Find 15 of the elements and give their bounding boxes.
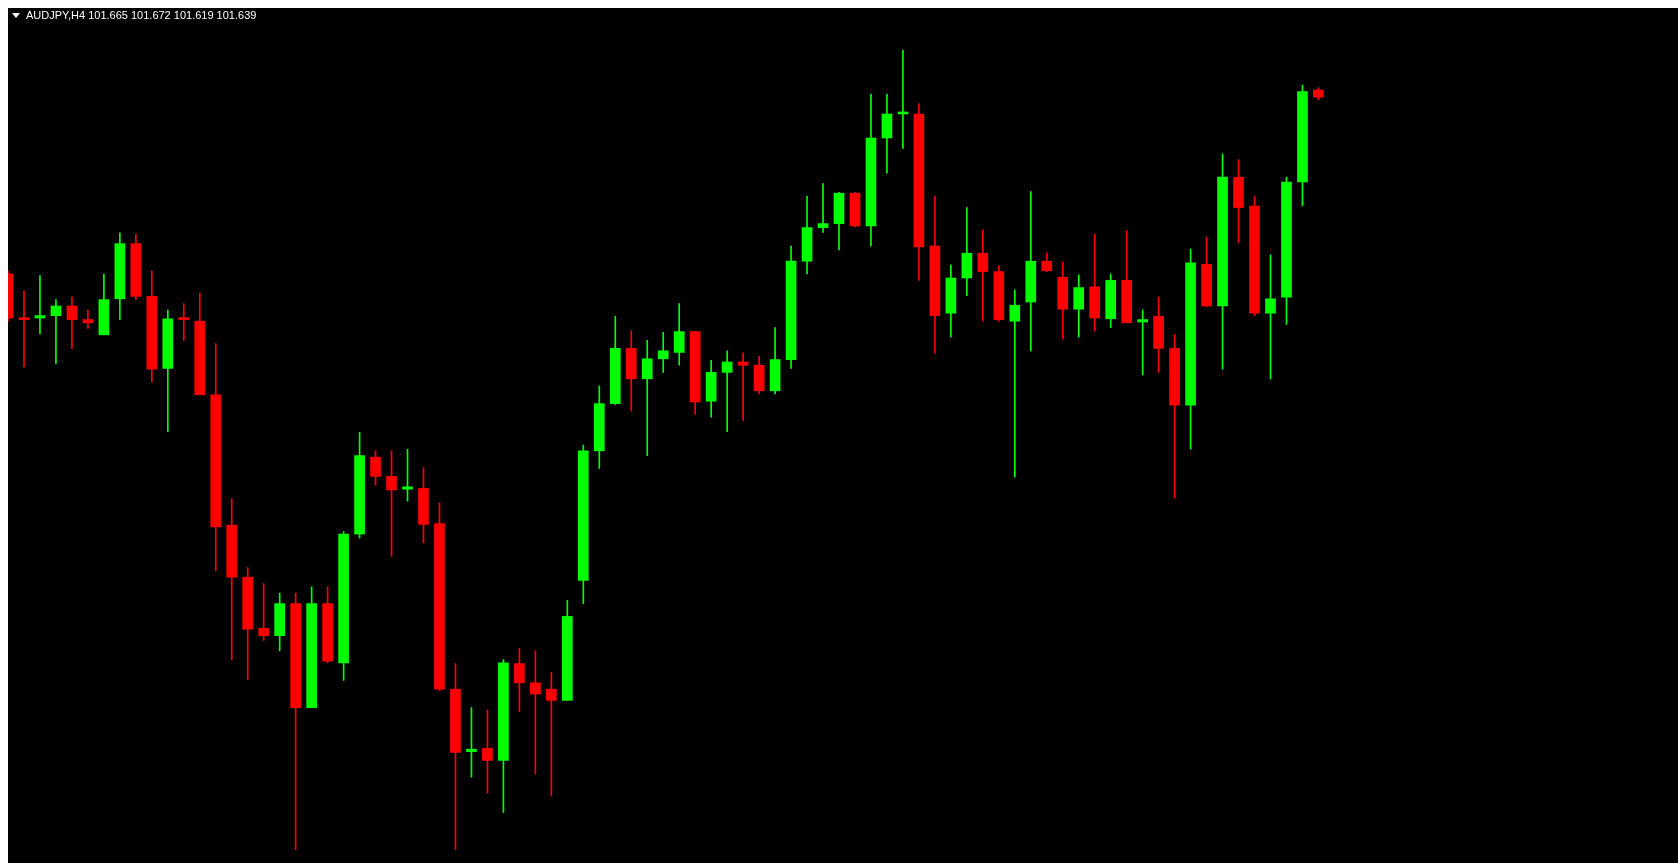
candlestick [657, 332, 669, 373]
candlestick [178, 303, 190, 341]
candlestick [18, 290, 30, 368]
candlestick [977, 229, 989, 322]
candlestick [641, 340, 653, 456]
candlestick [1009, 289, 1021, 478]
candlestick [737, 352, 749, 421]
candlestick [82, 309, 94, 329]
candlestick [258, 583, 270, 641]
candlestick [721, 350, 733, 432]
candlestick [50, 299, 62, 364]
chart-title: AUDJPY,H4 101.665 101.672 101.619 101.639 [26, 8, 257, 22]
candlestick [817, 183, 829, 233]
candlestick [1025, 191, 1037, 352]
candlestick [34, 275, 46, 335]
